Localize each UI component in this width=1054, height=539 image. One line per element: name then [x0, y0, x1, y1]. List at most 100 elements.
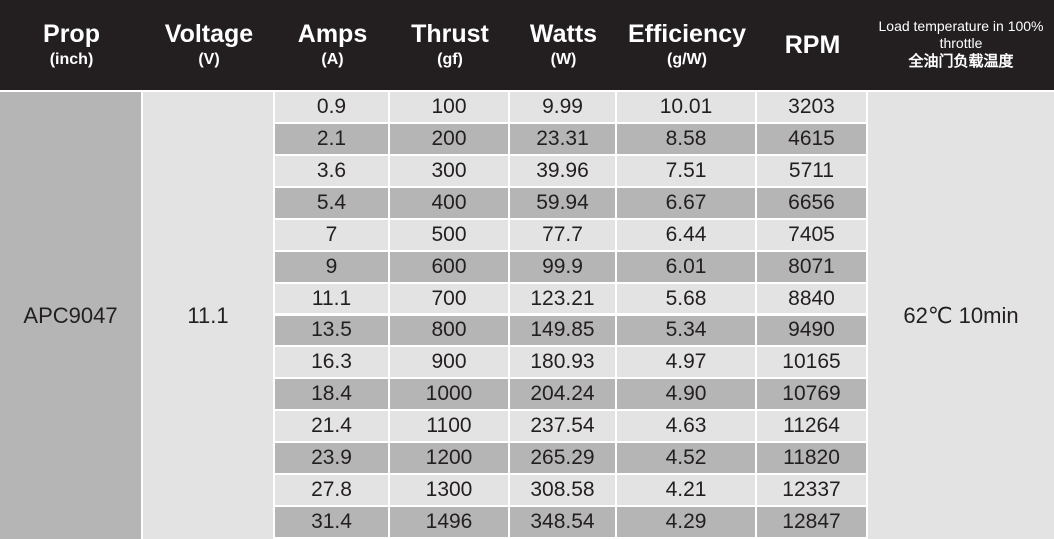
header-unit: (V) — [198, 51, 220, 68]
data-cell: 11820 — [757, 443, 866, 474]
data-cell: 4.97 — [617, 347, 755, 378]
header-cell: Amps (A) — [275, 0, 390, 90]
header-unit: (W) — [550, 51, 577, 68]
data-cell: 1496 — [390, 507, 508, 537]
data-cell: 99.9 — [510, 251, 615, 282]
cell-value: 6.01 — [665, 254, 707, 278]
data-cell: 8840 — [757, 283, 866, 314]
data-cell: 348.54 — [510, 507, 615, 537]
cell-value: 39.96 — [536, 158, 589, 182]
data-cell: 100 — [390, 92, 508, 122]
data-cell: 11264 — [757, 411, 866, 442]
header-title: RPM — [784, 31, 841, 59]
header-unit: 全油门负载温度 — [908, 53, 1014, 70]
data-cell: 200 — [390, 123, 508, 154]
data-cell: 6.01 — [617, 251, 755, 282]
data-cell: 10165 — [757, 347, 866, 378]
cell-value: 123.21 — [530, 286, 595, 310]
header-cell: Voltage (V) — [143, 0, 275, 90]
data-cell: 4.21 — [617, 475, 755, 506]
header-cell: Thrust (gf) — [390, 0, 510, 90]
cell-value: 204.24 — [530, 382, 595, 406]
cell-value: 4.21 — [665, 478, 707, 502]
data-cell: 39.96 — [510, 155, 615, 186]
cell-value: 3203 — [788, 94, 835, 118]
voltage: 11.1 — [187, 302, 229, 328]
cell-value: 700 — [431, 286, 467, 310]
header-title: Load temperature in 100% throttle — [878, 18, 1044, 51]
data-cell: 6.67 — [617, 187, 755, 218]
cell-value: 4.52 — [665, 446, 707, 470]
data-cell: 308.58 — [510, 475, 615, 506]
data-cell: 12337 — [757, 475, 866, 506]
cell-value: 77.7 — [542, 222, 583, 246]
data-cell: 23.9 — [275, 443, 388, 474]
header-unit: (inch) — [49, 51, 94, 68]
data-cell: 31.4 — [275, 507, 388, 537]
cell-value: 1000 — [425, 382, 473, 406]
cell-value: 500 — [431, 222, 467, 246]
cell-value: 8071 — [788, 254, 835, 278]
cell-value: 27.8 — [311, 478, 352, 502]
cell-value: 8.58 — [665, 126, 707, 150]
data-cell: 3203 — [757, 92, 866, 122]
data-cell: 400 — [390, 187, 508, 218]
cell-value: 4.63 — [665, 414, 707, 438]
cell-value: 11820 — [783, 446, 840, 470]
data-cell: 23.31 — [510, 123, 615, 154]
cell-value: 12847 — [782, 510, 841, 534]
data-cell: 2.1 — [275, 123, 388, 154]
cell-value: 6656 — [788, 190, 835, 214]
cell-value: 5.68 — [665, 286, 707, 310]
cell-value: 9490 — [788, 318, 835, 342]
data-cell: 27.8 — [275, 475, 388, 506]
data-cell: 21.4 — [275, 411, 388, 442]
data-cell: 149.85 — [510, 315, 615, 346]
header-unit: (A) — [321, 51, 344, 68]
data-cell: 500 — [390, 219, 508, 250]
load-cell: 62℃ 10min — [868, 92, 1054, 539]
cell-value: 4615 — [788, 126, 835, 150]
cell-value: 16.3 — [311, 350, 352, 374]
cell-value: 7405 — [788, 222, 835, 246]
cell-value: 237.54 — [530, 414, 595, 438]
cell-value: 600 — [431, 254, 467, 278]
cell-value: 308.58 — [530, 478, 595, 502]
cell-value: 1496 — [425, 510, 473, 534]
data-cell: 4.29 — [617, 507, 755, 537]
data-cell: 4615 — [757, 123, 866, 154]
data-cell: 9 — [275, 251, 388, 282]
data-cell: 180.93 — [510, 347, 615, 378]
header-unit: (g/W) — [667, 51, 707, 68]
cell-value: 1200 — [425, 446, 473, 470]
cell-value: 200 — [431, 126, 467, 150]
data-cell: 1300 — [390, 475, 508, 506]
data-cell: 6.44 — [617, 219, 755, 250]
data-cell: 1200 — [390, 443, 508, 474]
data-cell: 8.58 — [617, 123, 755, 154]
cell-value: 348.54 — [530, 510, 595, 534]
voltage-cell: 11.1 — [143, 92, 273, 539]
cell-value: 21.4 — [311, 414, 352, 438]
cell-value: 13.5 — [311, 318, 352, 342]
data-cell: 13.5 — [275, 315, 388, 346]
data-cell: 10769 — [757, 379, 866, 410]
data-cell: 7 — [275, 219, 388, 250]
cell-value: 5711 — [788, 158, 835, 182]
cell-value: 31.4 — [311, 510, 352, 534]
cell-value: 11.1 — [311, 286, 352, 310]
cell-value: 10165 — [782, 350, 841, 374]
data-cell: 204.24 — [510, 379, 615, 410]
data-cell: 4.63 — [617, 411, 755, 442]
data-cell: 5.4 — [275, 187, 388, 218]
cell-value: 900 — [431, 350, 467, 374]
data-cell: 7.51 — [617, 155, 755, 186]
header-title: Voltage — [164, 20, 254, 48]
cell-value: 99.9 — [542, 254, 583, 278]
cell-value: 265.29 — [530, 446, 595, 470]
header-title: Watts — [529, 20, 598, 48]
data-cell: 10.01 — [617, 92, 755, 122]
data-cell: 900 — [390, 347, 508, 378]
cell-value: 0.9 — [316, 94, 347, 118]
